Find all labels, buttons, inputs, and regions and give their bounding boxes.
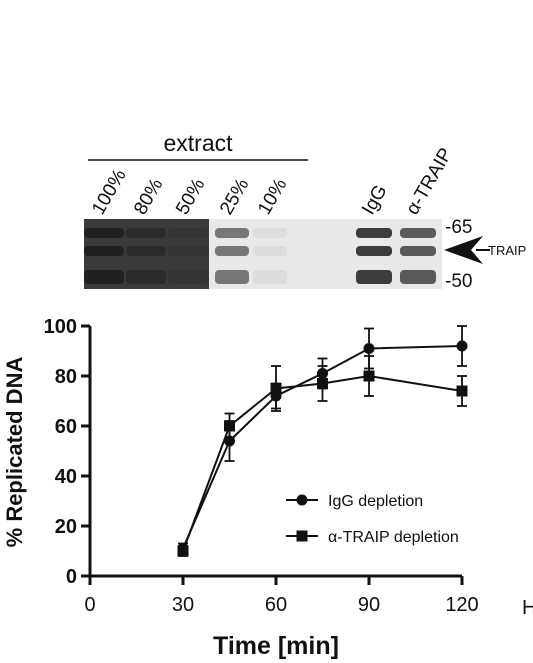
blot-band bbox=[215, 246, 249, 256]
blot-band bbox=[84, 270, 124, 284]
blot-band bbox=[356, 246, 392, 256]
lane-labels: 100% 80% 50% 25% 10% IgG α-TRAIP bbox=[88, 145, 457, 219]
y-tick-label: 40 bbox=[55, 466, 77, 488]
series-igg-depletion bbox=[177, 325, 468, 555]
chart-legend: IgG depletion α-TRAIP depletion bbox=[286, 493, 459, 546]
extract-label: extract bbox=[163, 130, 233, 156]
blot-band bbox=[253, 246, 287, 256]
blot-band bbox=[126, 246, 166, 256]
x-tick-label: 90 bbox=[358, 594, 380, 616]
marker-50-label: -50 bbox=[445, 271, 472, 292]
x-axis-label: Time [min] bbox=[213, 632, 339, 660]
traip-arrow-icon bbox=[444, 236, 483, 264]
blot-band bbox=[215, 228, 249, 238]
traip-band-label: TRAIP bbox=[488, 243, 526, 258]
data-point bbox=[270, 383, 282, 394]
blot-membrane bbox=[84, 219, 442, 289]
y-tick-label: 0 bbox=[66, 566, 77, 588]
blot-band bbox=[253, 228, 287, 238]
legend-label: α-TRAIP depletion bbox=[328, 529, 459, 546]
data-point bbox=[224, 420, 235, 432]
blot-band bbox=[400, 246, 436, 256]
series-traip-depletion bbox=[177, 355, 468, 557]
y-tick-label: 60 bbox=[55, 416, 77, 438]
blot-band bbox=[253, 270, 287, 284]
x-tick-label: 0 bbox=[84, 594, 95, 616]
lane-label-6: IgG bbox=[358, 181, 391, 218]
x-tick-label: 30 bbox=[172, 594, 194, 616]
edge-text: H bbox=[522, 597, 533, 619]
lane-label-1: 100% bbox=[88, 166, 131, 219]
y-tick-label: 20 bbox=[55, 516, 77, 538]
chart-axes: 0 20 40 60 80 100 0 30 60 90 120 bbox=[44, 316, 479, 616]
blot-band bbox=[84, 228, 124, 238]
blot-band bbox=[400, 270, 436, 284]
replication-chart: 0 20 40 60 80 100 0 30 60 90 120 IgG depletion α-TR… bbox=[2, 316, 533, 660]
data-point bbox=[363, 370, 375, 382]
lane-label-7: α-TRAIP bbox=[402, 145, 457, 219]
lane-label-3: 50% bbox=[172, 175, 209, 219]
chart-series bbox=[177, 325, 468, 557]
blot-band bbox=[215, 270, 249, 284]
marker-65-label: -65 bbox=[445, 217, 472, 238]
x-tick-label: 120 bbox=[445, 594, 478, 616]
blot-band bbox=[356, 270, 392, 284]
series-line bbox=[182, 345, 463, 549]
data-point bbox=[317, 378, 328, 389]
blot-band bbox=[84, 246, 124, 256]
lane-label-5: 10% bbox=[254, 175, 291, 219]
lane-label-2: 80% bbox=[130, 175, 167, 219]
blot-band bbox=[168, 270, 208, 284]
blot-band bbox=[400, 228, 436, 238]
legend-label: IgG depletion bbox=[328, 493, 423, 510]
blot-band bbox=[126, 270, 166, 284]
data-point bbox=[456, 340, 468, 352]
blot-band bbox=[356, 228, 392, 238]
lane-label-4: 25% bbox=[216, 175, 253, 219]
blot-band bbox=[126, 228, 166, 238]
legend-marker bbox=[296, 494, 308, 506]
y-tick-label: 100 bbox=[44, 316, 77, 338]
legend-marker bbox=[296, 530, 308, 542]
y-tick-label: 80 bbox=[55, 366, 77, 388]
western-blot: extract 100% 80% 50% 25% 10% IgG α-TRAIP -65 -… bbox=[84, 130, 526, 292]
x-tick-label: 60 bbox=[265, 594, 287, 616]
series-line bbox=[182, 374, 463, 552]
data-point bbox=[456, 385, 468, 397]
blot-band bbox=[168, 228, 208, 238]
blot-band bbox=[168, 246, 208, 256]
data-point bbox=[177, 545, 189, 557]
y-axis-label: % Replicated DNA bbox=[2, 357, 27, 548]
data-point bbox=[363, 343, 375, 354]
